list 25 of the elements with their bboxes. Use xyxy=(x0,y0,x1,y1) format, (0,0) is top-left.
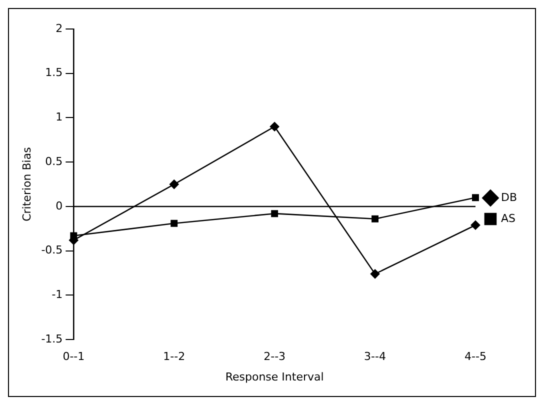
x-tick-label: 2--3 xyxy=(264,350,286,364)
point xyxy=(270,122,280,132)
legend-label: DB xyxy=(500,190,518,204)
y-tick-label: -1.5 xyxy=(41,332,63,346)
legend-label: AS xyxy=(500,212,516,225)
y-tick-label: 0.5 xyxy=(45,154,63,168)
x-tick-label: 1--2 xyxy=(163,350,186,364)
x-tick-label: 4--5 xyxy=(464,350,486,364)
y-axis-title: Criterion Bias xyxy=(20,146,34,222)
y-tick-label: 2 xyxy=(56,22,63,35)
x-tick-label: 0--1 xyxy=(62,350,85,364)
x-tick-label: 3--4 xyxy=(364,350,386,364)
x-axis-title: Response Interval xyxy=(225,370,324,384)
point xyxy=(470,220,480,230)
point xyxy=(271,210,278,218)
y-tick-label: 1 xyxy=(56,110,63,124)
y-tick-label: -0.5 xyxy=(41,244,63,257)
point xyxy=(372,215,379,222)
point xyxy=(169,180,179,189)
point xyxy=(472,194,479,202)
point xyxy=(370,269,380,279)
y-tick-label: 0 xyxy=(56,199,63,212)
y-tick-label: -1 xyxy=(52,288,63,302)
y-tick-label: 1.5 xyxy=(45,66,63,80)
point xyxy=(170,220,178,227)
